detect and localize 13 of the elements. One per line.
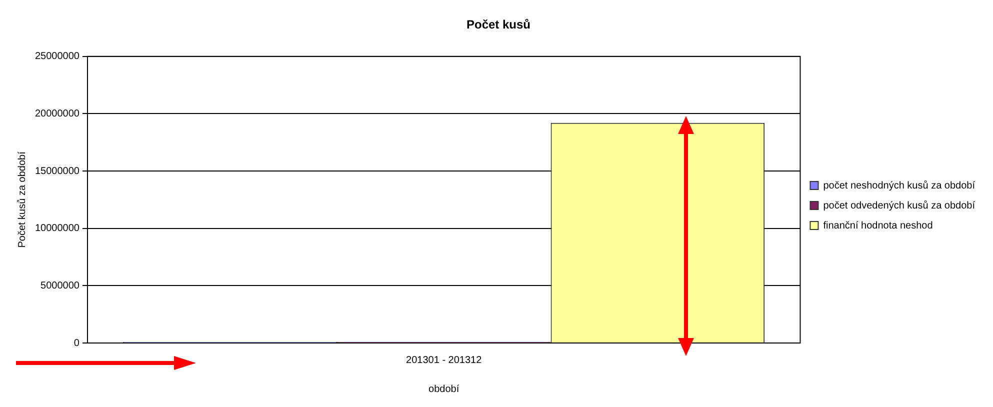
legend-label: finanční hodnota neshod: [823, 220, 933, 232]
legend-label: počet odvedených kusů za období: [823, 199, 976, 212]
y-tick-label: 20000000: [34, 108, 80, 120]
y-tick-label: 25000000: [34, 51, 80, 62]
chart-title: Počet kusů: [466, 18, 531, 32]
y-axis-title: Počet kusů za období: [16, 151, 28, 248]
y-tick-label: 10000000: [34, 223, 80, 234]
y-tick-label: 5000000: [40, 280, 80, 292]
legend-label: počet neshodných kusů za období: [823, 179, 976, 192]
y-tick-label: 15000000: [34, 166, 80, 177]
y-tick-label: 0: [74, 338, 80, 349]
x-axis-title: období: [428, 384, 460, 395]
x-tick-label: 201301 - 201312: [406, 354, 482, 366]
